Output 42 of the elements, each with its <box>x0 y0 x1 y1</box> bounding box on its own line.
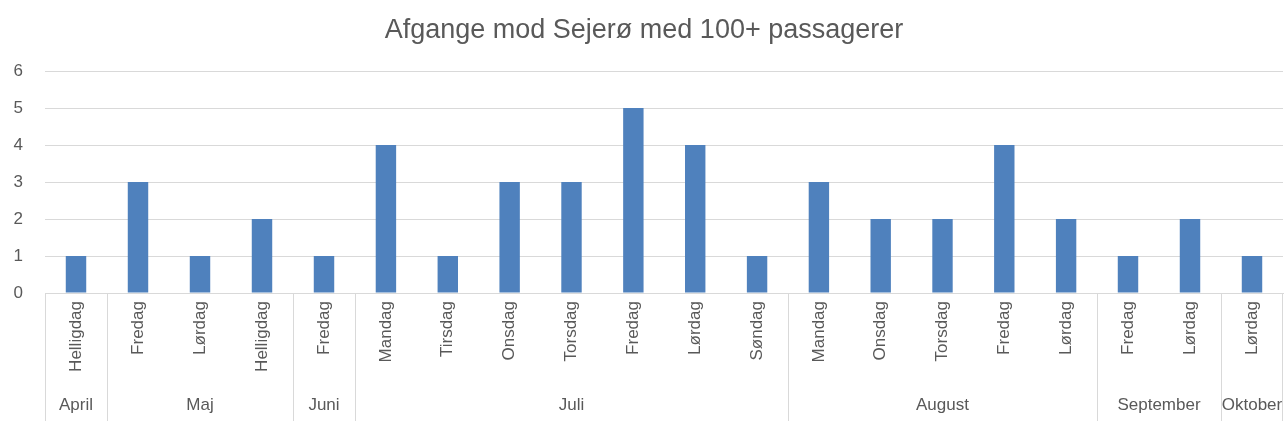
x-tick-label: Fredag <box>313 301 333 355</box>
y-tick-label: 0 <box>13 282 23 302</box>
x-tick-label: Fredag <box>623 301 643 355</box>
x-axis-title: April <box>58 395 94 415</box>
bar <box>685 145 706 293</box>
x-tick-label: Fredag <box>993 301 1013 355</box>
x-tick-label: Tirsdag <box>437 301 457 358</box>
y-tick-label: 4 <box>13 134 23 154</box>
y-tick-label: 3 <box>13 171 23 191</box>
bar <box>561 182 582 293</box>
bar <box>499 182 520 293</box>
x-axis-title: August <box>916 395 970 415</box>
x-tick-label: Søndag <box>746 301 766 361</box>
x-tick-label: Fredag <box>1117 301 1137 355</box>
bar <box>623 108 644 293</box>
bar <box>375 145 397 293</box>
y-tick-label: 2 <box>13 208 23 228</box>
y-tick-label: 1 <box>13 245 23 265</box>
x-axis-title: September <box>1117 395 1201 415</box>
x-tick-label: Helligdag <box>65 301 85 372</box>
x-tick-label: Helligdag <box>251 301 271 372</box>
x-tick-label: Mandag <box>375 301 395 363</box>
x-tick-label: Torsdag <box>932 301 952 362</box>
x-tick-label: Lørdag <box>684 301 704 355</box>
x-tick-label: Mandag <box>808 301 828 363</box>
x-tick-label: Lørdag <box>1179 301 1199 355</box>
x-tick-label: Lørdag <box>1055 301 1075 355</box>
x-axis-title: Juni <box>308 395 340 415</box>
x-axis-title: Oktober <box>1221 395 1283 415</box>
bar <box>437 256 458 293</box>
x-tick-label: Fredag <box>127 301 147 355</box>
x-tick-label: Torsdag <box>561 301 581 362</box>
x-axis-title: Maj <box>186 395 214 415</box>
chart-title: Afgange mod Sejerø med 100+ passagerer <box>384 13 904 46</box>
bar <box>746 256 768 293</box>
x-axis-title: Juli <box>558 395 585 415</box>
y-tick-label: 6 <box>13 60 23 80</box>
x-tick-label: Onsdag <box>499 301 519 361</box>
x-tick-label: Lørdag <box>189 301 209 355</box>
x-tick-label: Lørdag <box>1241 301 1261 355</box>
x-tick-label: Onsdag <box>870 301 890 361</box>
y-tick-label: 5 <box>13 97 23 117</box>
